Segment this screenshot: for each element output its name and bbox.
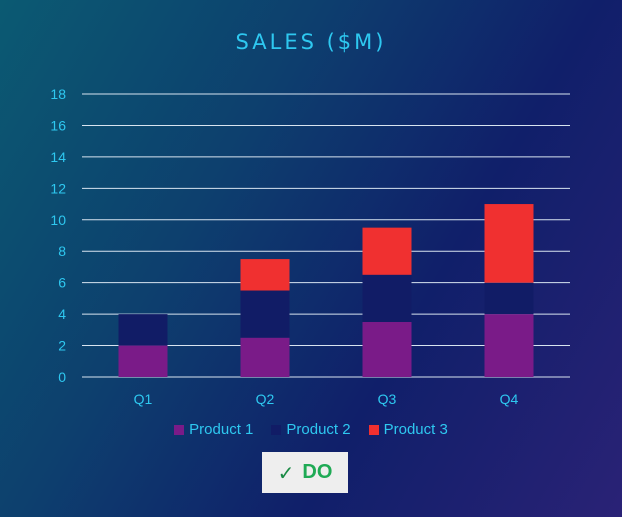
bar-q4-series-1	[484, 314, 534, 377]
legend-label-product-1: Product 1	[189, 421, 254, 438]
y-tick-label: 10	[50, 212, 66, 228]
y-tick-label: 18	[50, 86, 66, 102]
chart-legend: Product 1 Product 2 Product 3	[0, 421, 622, 438]
legend-item-product-2: Product 2	[271, 421, 351, 438]
legend-swatch-product-3	[368, 424, 379, 435]
legend-item-product-3: Product 3	[368, 421, 448, 438]
bar-q4-series-3	[484, 204, 534, 283]
do-badge-label: DO	[302, 461, 333, 483]
bar-q1-series-2	[118, 314, 168, 346]
y-tick-label: 12	[50, 180, 66, 196]
legend-swatch-product-1	[174, 424, 185, 435]
x-tick-label: Q1	[134, 391, 153, 407]
x-tick-label: Q2	[256, 391, 275, 407]
legend-label-product-3: Product 3	[383, 421, 448, 438]
legend-item-product-1: Product 1	[174, 421, 253, 438]
y-tick-label: 6	[58, 275, 66, 291]
bar-q2-series-1	[240, 337, 290, 377]
bar-q2-series-2	[240, 290, 290, 338]
y-tick-label: 8	[58, 243, 66, 259]
y-tick-label: 16	[50, 117, 66, 133]
y-tick-label: 14	[50, 149, 66, 165]
legend-swatch-product-2	[271, 424, 282, 435]
chart-title: SALES ($M)	[235, 30, 387, 54]
bar-q3-series-2	[362, 274, 412, 322]
bar-q3-series-3	[362, 227, 412, 275]
x-tick-label: Q4	[500, 391, 519, 407]
bar-q1-series-1	[118, 345, 168, 377]
x-tick-label: Q3	[378, 391, 397, 407]
y-tick-label: 2	[58, 338, 66, 354]
checkmark-icon: ✓	[277, 460, 295, 485]
bar-q2-series-3	[240, 259, 290, 291]
y-tick-label: 0	[58, 369, 66, 385]
legend-label-product-2: Product 2	[286, 421, 351, 438]
bar-q4-series-2	[484, 282, 534, 315]
y-tick-label: 4	[58, 306, 66, 322]
bar-q3-series-1	[362, 321, 412, 377]
do-badge: ✓ DO	[262, 452, 348, 493]
